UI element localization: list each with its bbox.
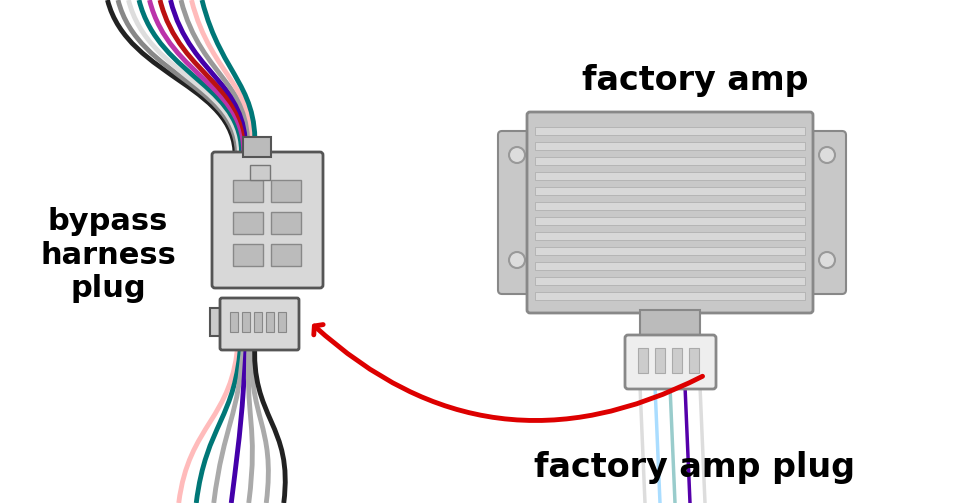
- Bar: [230, 312, 237, 332]
- Bar: [534, 157, 804, 165]
- Bar: [534, 187, 804, 195]
- Bar: [277, 312, 285, 332]
- FancyBboxPatch shape: [807, 131, 845, 294]
- Bar: [534, 172, 804, 180]
- FancyBboxPatch shape: [624, 335, 715, 389]
- FancyBboxPatch shape: [497, 131, 535, 294]
- Bar: [534, 262, 804, 270]
- Bar: [534, 277, 804, 285]
- Bar: [671, 348, 681, 373]
- FancyBboxPatch shape: [527, 112, 812, 313]
- Bar: [534, 232, 804, 240]
- Bar: [233, 244, 263, 266]
- Bar: [534, 217, 804, 225]
- Circle shape: [508, 252, 525, 268]
- Bar: [271, 180, 301, 202]
- Bar: [534, 202, 804, 210]
- Bar: [637, 348, 648, 373]
- Bar: [655, 348, 664, 373]
- Bar: [534, 292, 804, 300]
- Bar: [271, 212, 301, 234]
- Bar: [233, 212, 263, 234]
- Text: factory amp: factory amp: [581, 63, 807, 97]
- Bar: [254, 312, 262, 332]
- Bar: [271, 244, 301, 266]
- Bar: [534, 127, 804, 135]
- Bar: [688, 348, 699, 373]
- Bar: [233, 180, 263, 202]
- Bar: [534, 142, 804, 150]
- FancyBboxPatch shape: [220, 298, 299, 350]
- Circle shape: [818, 252, 834, 268]
- Bar: [250, 165, 270, 180]
- Text: factory amp plug: factory amp plug: [534, 452, 855, 484]
- Bar: [534, 247, 804, 255]
- Bar: [266, 312, 274, 332]
- Bar: [241, 312, 250, 332]
- Bar: [639, 310, 700, 340]
- Circle shape: [508, 147, 525, 163]
- Circle shape: [818, 147, 834, 163]
- FancyBboxPatch shape: [212, 152, 322, 288]
- Bar: [242, 137, 271, 157]
- Bar: [210, 308, 224, 336]
- Text: bypass
harness
plug: bypass harness plug: [40, 207, 176, 303]
